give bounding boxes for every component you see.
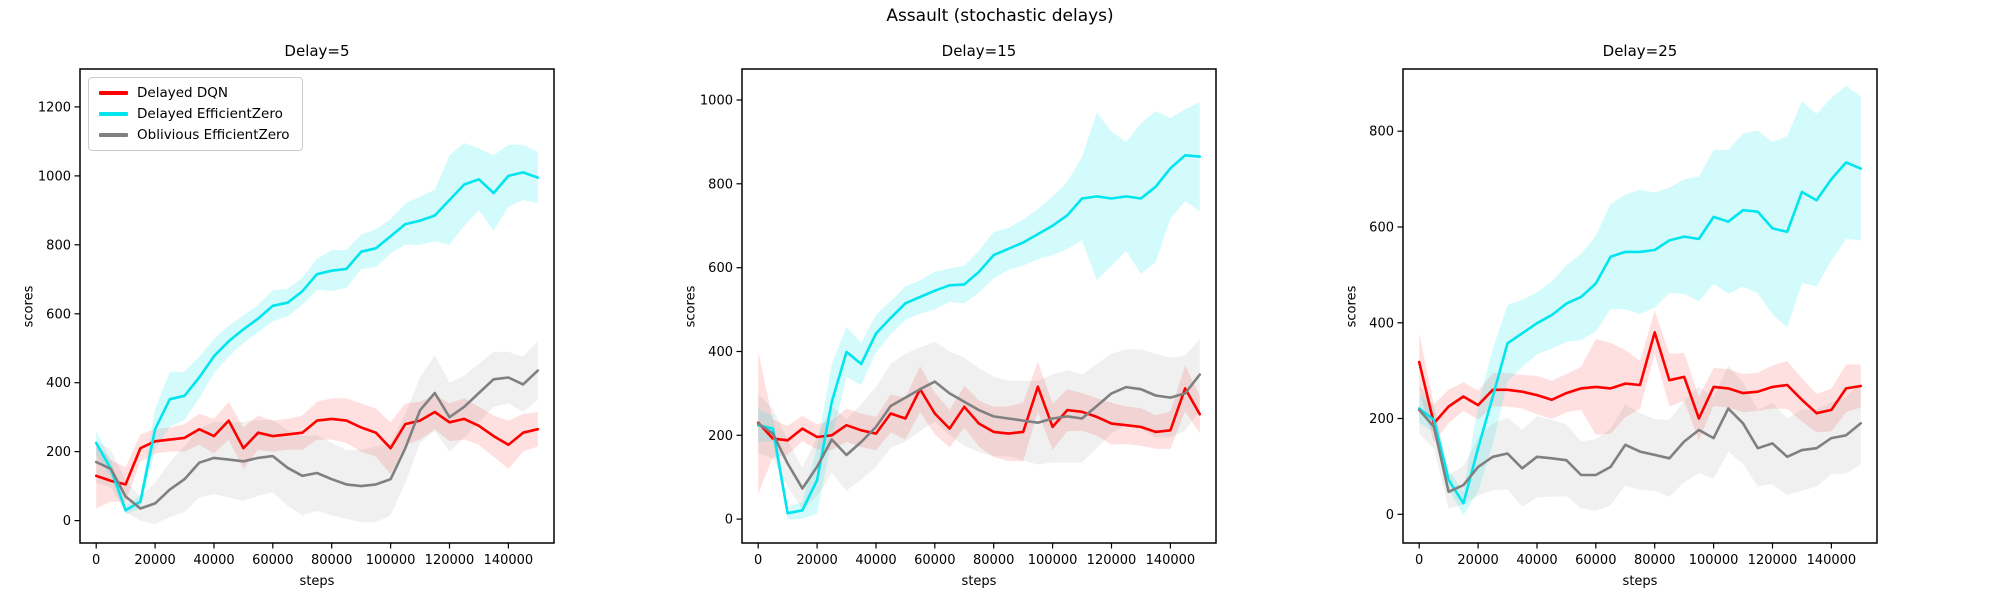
legend-line-swatch [99,112,128,116]
x-axis-label: steps [299,574,335,589]
confidence-band-delayed-efficientzero [1419,85,1861,516]
y-axis-label: scores [1344,285,1360,327]
legend-item: Delayed DQN [99,85,290,101]
plot-area: 0 200 400 600 800 1000 1200 0 20000 40000 60000 800… [38,68,555,568]
series-line-delayed-dqn [94,410,540,486]
x-tick-label: 140000 [1807,553,1857,568]
subplot-delay-5: Delay=5 scores 0 200 400 600 800 1000 1200 0 200… [22,42,555,589]
y-axis-label: scores [21,285,37,327]
x-tick-label: 120000 [425,553,475,568]
y-tick-label: 0 [725,513,733,528]
x-tick-label: 40000 [855,553,896,568]
figure-title: Assault (stochastic delays) [886,6,1114,26]
y-tick-label: 200 [46,445,71,460]
legend: Delayed DQN Delayed EfficientZero Oblivi… [88,77,303,151]
subplot-title: Delay=5 [284,42,350,60]
x-tick-label: 100000 [366,553,416,568]
y-tick-label: 400 [1369,316,1394,331]
legend-item: Oblivious EfficientZero [99,127,290,143]
series-line-oblivious-efficientzero [1417,407,1863,494]
y-tick-label: 200 [1369,412,1394,427]
y-axis-label: scores [683,285,699,327]
x-tick-label: 100000 [1689,553,1739,568]
y-tick-label: 800 [708,177,733,192]
plot-area: 0 200 400 600 800 0 20000 40000 60000 80000 100000… [1369,68,1878,568]
x-tick-label: 40000 [1516,553,1557,568]
y-tick-label: 1200 [38,100,71,115]
confidence-band-oblivious-efficientzero [96,341,538,524]
series-line-oblivious-efficientzero [94,369,540,510]
x-axis-label: steps [1622,574,1658,589]
x-tick-label: 120000 [1748,553,1798,568]
x-tick-label: 60000 [252,553,293,568]
confidence-band-delayed-efficientzero [96,143,538,515]
subplot-delay-15: Delay=15 scores 0 200 400 600 800 1000 0 20000 4… [684,42,1217,589]
x-tick-label: 20000 [134,553,175,568]
x-tick-label: 100000 [1028,553,1078,568]
y-tick-label: 0 [1386,508,1394,523]
series-line-delayed-efficientzero [756,154,1202,515]
plot-area: 0 200 400 600 800 1000 0 20000 40000 60000 80000 10… [700,68,1217,568]
x-tick-label: 140000 [1146,553,1196,568]
legend-item-label: Delayed DQN [137,85,228,101]
y-tick-label: 800 [46,238,71,253]
x-tick-label: 80000 [311,553,352,568]
axes-frame [79,68,555,544]
axes-frame [1402,68,1878,544]
y-tick-label: 600 [708,261,733,276]
y-tick-label: 800 [1369,125,1394,140]
x-tick-label: 0 [754,553,762,568]
legend-item: Delayed EfficientZero [99,106,290,122]
x-tick-label: 120000 [1087,553,1137,568]
confidence-band-oblivious-efficientzero [1419,365,1861,511]
y-tick-label: 1000 [700,94,733,109]
series-line-delayed-dqn [1417,330,1863,425]
subplot-title: Delay=15 [941,42,1017,60]
x-tick-label: 60000 [1575,553,1616,568]
y-tick-label: 1000 [38,169,71,184]
x-tick-label: 20000 [796,553,837,568]
x-tick-label: 0 [92,553,100,568]
x-tick-label: 140000 [484,553,534,568]
axes-frame [741,68,1217,544]
x-axis-label: steps [961,574,997,589]
series-line-delayed-efficientzero [1417,161,1863,505]
y-tick-label: 0 [63,514,71,529]
x-tick-label: 0 [1415,553,1423,568]
subplot-delay-25: Delay=25 scores 0 200 400 600 800 0 20000 40000… [1345,42,1878,589]
y-tick-label: 200 [708,429,733,444]
series-line-delayed-dqn [756,385,1202,442]
x-tick-label: 80000 [973,553,1014,568]
y-tick-label: 600 [46,307,71,322]
x-tick-label: 80000 [1634,553,1675,568]
series-line-oblivious-efficientzero [756,373,1202,490]
x-tick-label: 40000 [193,553,234,568]
series-line-delayed-efficientzero [94,171,540,512]
legend-line-swatch [99,133,128,137]
y-tick-label: 400 [46,376,71,391]
y-tick-label: 600 [1369,221,1394,236]
confidence-band-delayed-efficientzero [758,102,1200,520]
legend-item-label: Oblivious EfficientZero [137,127,290,143]
x-tick-label: 20000 [1457,553,1498,568]
confidence-band-delayed-dqn [96,394,538,509]
legend-line-swatch [99,91,128,95]
x-tick-label: 60000 [914,553,955,568]
subplot-title: Delay=25 [1602,42,1678,60]
legend-item-label: Delayed EfficientZero [137,106,283,122]
confidence-band-delayed-dqn [1419,310,1861,443]
y-tick-label: 400 [708,345,733,360]
